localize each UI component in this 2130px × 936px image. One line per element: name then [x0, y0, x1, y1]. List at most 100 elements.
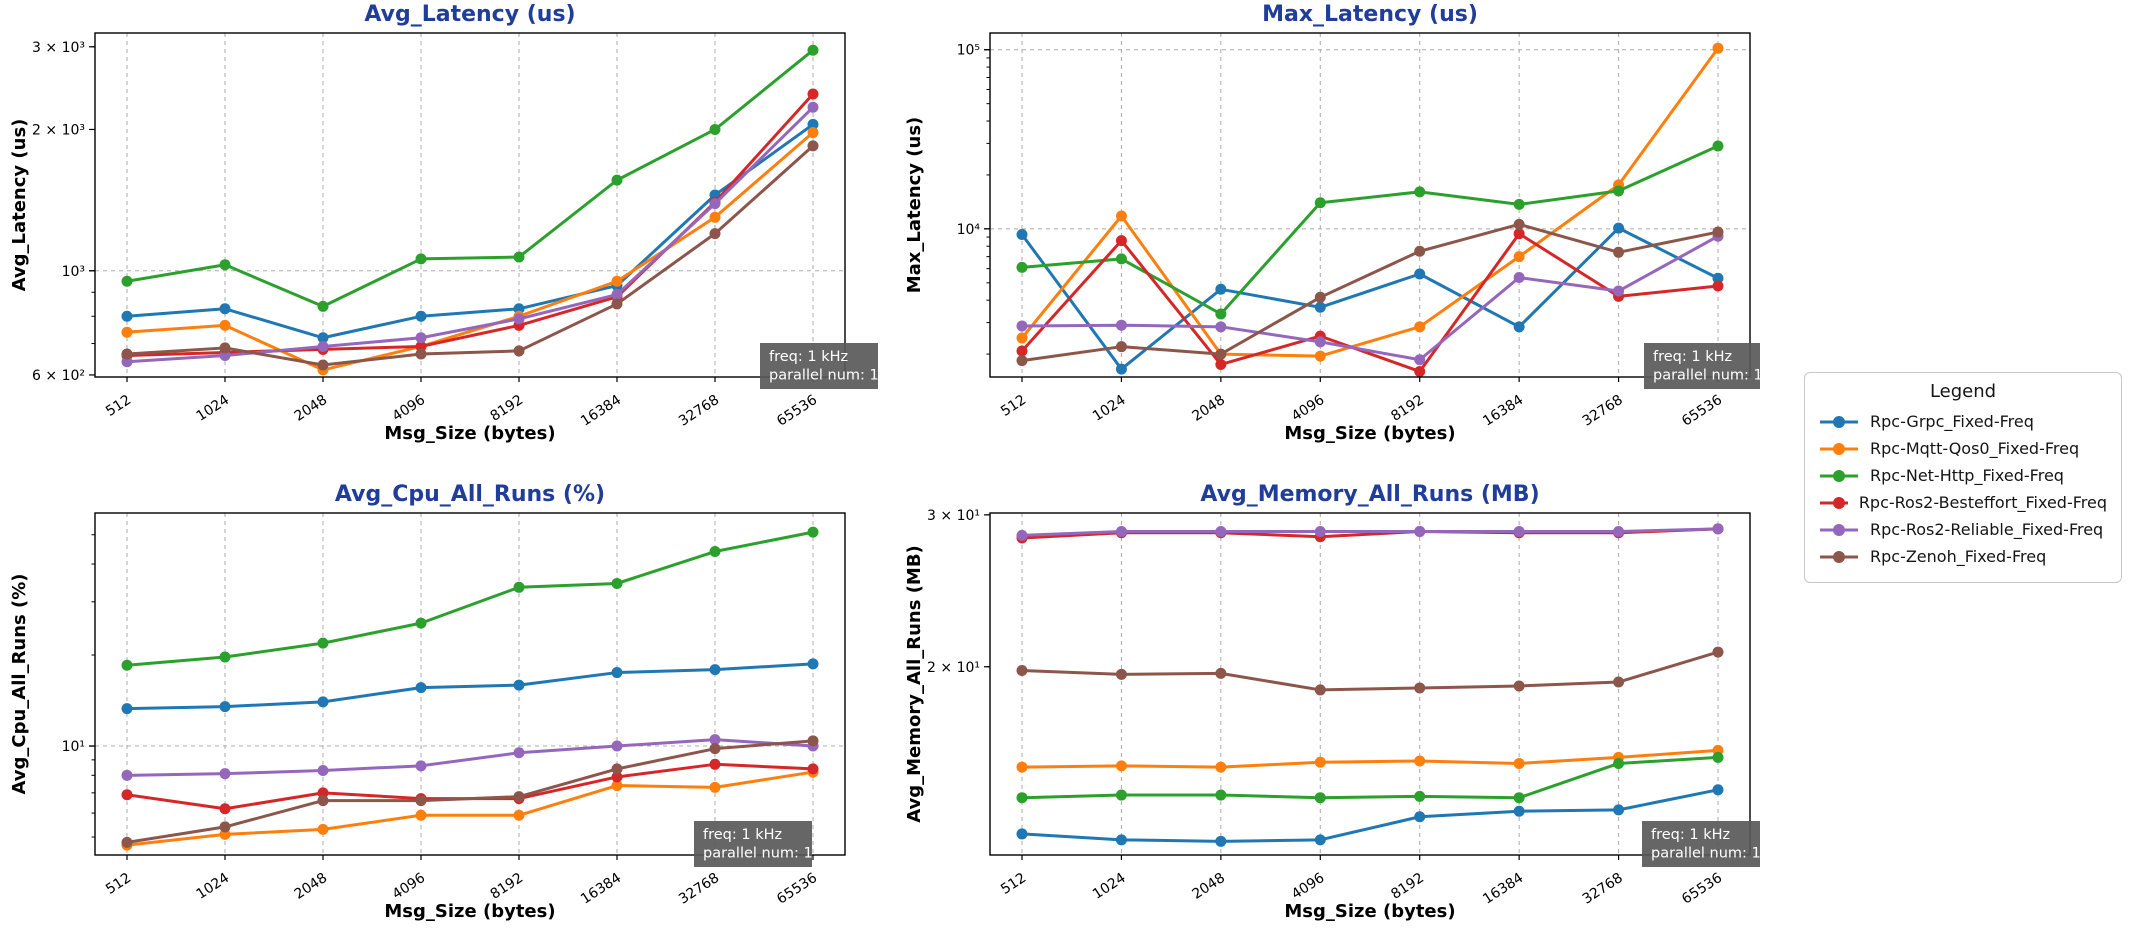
series-line [1020, 232, 1719, 373]
series-line [126, 49, 814, 308]
data-point-marker [1215, 348, 1227, 360]
data-point-marker [415, 348, 427, 360]
x-tick-label: 1024 [194, 870, 233, 903]
chart-title: Avg_Memory_All_Runs (MB) [1200, 482, 1539, 507]
data-point-marker [611, 780, 623, 792]
legend-items: Rpc-Grpc_Fixed-Freq Rpc-Mqtt-Qos0_Fixed-F… [1819, 408, 2107, 570]
chart-avg-cpu: 10¹ 512 1024 2048 4096 8192 16384 32768 65536 Avg… [0, 470, 880, 936]
data-point-marker [121, 836, 133, 848]
x-tick-label: 4096 [390, 870, 429, 903]
legend-marker-icon [1820, 415, 1858, 428]
data-point-marker [513, 345, 525, 357]
y-tick-label: 3 × 10¹ [927, 508, 980, 524]
data-point-marker [415, 332, 427, 344]
annotation-text: parallel num: 1 [1653, 368, 1760, 384]
data-point-marker [1314, 350, 1326, 362]
x-tick-label: 512 [103, 870, 134, 898]
data-point-marker [121, 356, 133, 368]
series-line [1021, 222, 1719, 363]
data-point-marker [807, 127, 819, 139]
data-point-marker [513, 809, 525, 821]
data-point-marker [611, 174, 623, 186]
series-line [126, 123, 814, 340]
x-tick-label: 4096 [1289, 870, 1328, 903]
data-point-marker [1712, 784, 1724, 796]
data-point-marker [121, 310, 133, 322]
data-point-marker [317, 300, 329, 312]
data-point-marker [1613, 222, 1625, 234]
annotation-text: freq: 1 kHz [769, 349, 848, 365]
data-point-marker [1115, 363, 1127, 375]
data-point-marker [1712, 751, 1724, 763]
data-point-marker [219, 350, 231, 362]
x-axis-title: Msg_Size (bytes) [1284, 901, 1455, 922]
data-point-marker [219, 319, 231, 331]
x-tick-label: 1024 [1090, 870, 1129, 903]
legend-item-label: Rpc-Net-Http_Fixed-Freq [1870, 466, 2064, 485]
data-point-marker [1314, 197, 1326, 209]
data-point-marker [1115, 253, 1127, 265]
legend-item: Rpc-Zenoh_Fixed-Freq [1819, 543, 2107, 570]
y-tick-label: 2 × 10¹ [927, 660, 980, 676]
series-line [1021, 234, 1719, 362]
data-point-marker [1414, 321, 1426, 333]
data-point-marker [1215, 835, 1227, 847]
y-axis-title: Avg_Cpu_All_Runs (%) [9, 573, 30, 794]
data-point-marker [1016, 529, 1028, 541]
plot-border [94, 512, 846, 856]
data-point-marker [709, 734, 721, 746]
data-point-marker [1016, 792, 1028, 804]
x-axis-title: Msg_Size (bytes) [1284, 423, 1455, 444]
y-tick-label: 10⁴ [957, 222, 981, 238]
x-tick-label: 512 [998, 870, 1029, 898]
legend-item: Rpc-Ros2-Besteffort_Fixed-Freq [1819, 489, 2107, 516]
data-point-marker [317, 787, 329, 799]
data-point-marker [1016, 261, 1028, 273]
data-point-marker [807, 658, 819, 670]
data-point-marker [709, 198, 721, 210]
annotation-box [760, 343, 878, 389]
data-point-marker [1613, 757, 1625, 769]
data-point-marker [513, 251, 525, 263]
data-point-marker [219, 803, 231, 815]
y-tick-label: 3 × 10³ [32, 40, 85, 56]
y-tick-label: 2 × 10³ [32, 122, 85, 138]
data-point-marker [1215, 321, 1227, 333]
data-point-marker [317, 332, 329, 344]
annotation-box [1644, 343, 1760, 389]
data-point-marker [1016, 332, 1028, 344]
data-point-marker [219, 259, 231, 271]
annotation-text: freq: 1 kHz [1651, 827, 1730, 843]
data-point-marker [513, 313, 525, 325]
data-point-marker [317, 823, 329, 835]
x-tick-label: 65536 [774, 392, 820, 430]
data-point-marker [1414, 525, 1426, 537]
data-point-marker [1215, 308, 1227, 320]
data-point-marker [1712, 646, 1724, 658]
data-point-marker [807, 88, 819, 100]
data-point-marker [513, 581, 525, 593]
data-point-marker [1314, 792, 1326, 804]
data-point-marker [317, 764, 329, 776]
data-point-marker [415, 340, 427, 352]
data-point-marker [121, 659, 133, 671]
data-point-marker [1613, 285, 1625, 297]
data-point-marker [1314, 684, 1326, 696]
data-point-marker [1215, 525, 1227, 537]
data-point-marker [807, 140, 819, 152]
data-point-marker [1712, 226, 1724, 238]
annotation-text: freq: 1 kHz [1653, 349, 1732, 365]
data-point-marker [709, 228, 721, 240]
data-point-marker [1115, 789, 1127, 801]
data-point-marker [1314, 291, 1326, 303]
series-line [126, 770, 814, 847]
x-tick-label: 32768 [676, 870, 722, 908]
x-tick-label: 32768 [1580, 870, 1626, 908]
legend-marker-icon [1820, 442, 1858, 455]
series-line [126, 131, 814, 372]
legend-title: Legend [1929, 381, 1997, 402]
data-point-marker [121, 769, 133, 781]
series-line [1020, 226, 1719, 371]
data-point-marker [1414, 811, 1426, 823]
data-point-marker [1513, 792, 1525, 804]
